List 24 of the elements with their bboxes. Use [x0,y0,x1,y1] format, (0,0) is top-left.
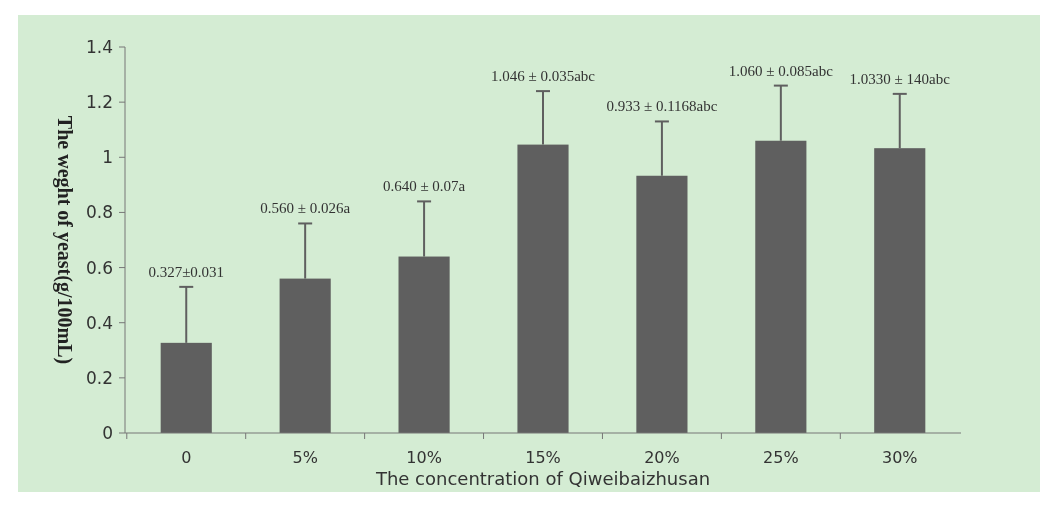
y-tick-label: 0.2 [85,367,113,388]
y-tick-label: 1 [102,147,113,168]
y-tick-label: 0.6 [85,257,113,278]
annotation: 0.933 ± 0.1168abc [606,98,718,115]
x-tick-label: 0 [181,448,192,467]
x-axis-title: The concentration of Qiweibaizhusan [374,468,711,489]
annotation: 0.640 ± 0.07a [382,178,466,195]
x-tick-label: 30% [881,448,918,467]
annotation: 0.327±0.031 [148,263,225,280]
annotation: 1.046 ± 0.035abc [490,68,596,85]
y-tick-label: 1.4 [85,36,113,57]
x-tick-label: 25% [763,448,799,467]
x-tick-label: 20% [644,448,680,467]
annotation: 1.060 ± 0.085abc [728,62,834,79]
y-tick-label: 0 [102,422,113,443]
x-tick-label: 15% [525,448,561,467]
y-tick-label: 0.4 [85,312,113,333]
annotation: 1.0330 ± 140abc [849,70,951,87]
x-tick-label: 10% [406,448,442,467]
y-tick-label: 1.2 [85,92,113,113]
x-tick-label: 5% [292,448,318,467]
y-axis-title: The weght of yeast(g/100mL) [53,115,76,365]
y-tick-label: 0.8 [85,202,113,223]
annotation: 0.560 ± 0.026a [260,200,351,217]
